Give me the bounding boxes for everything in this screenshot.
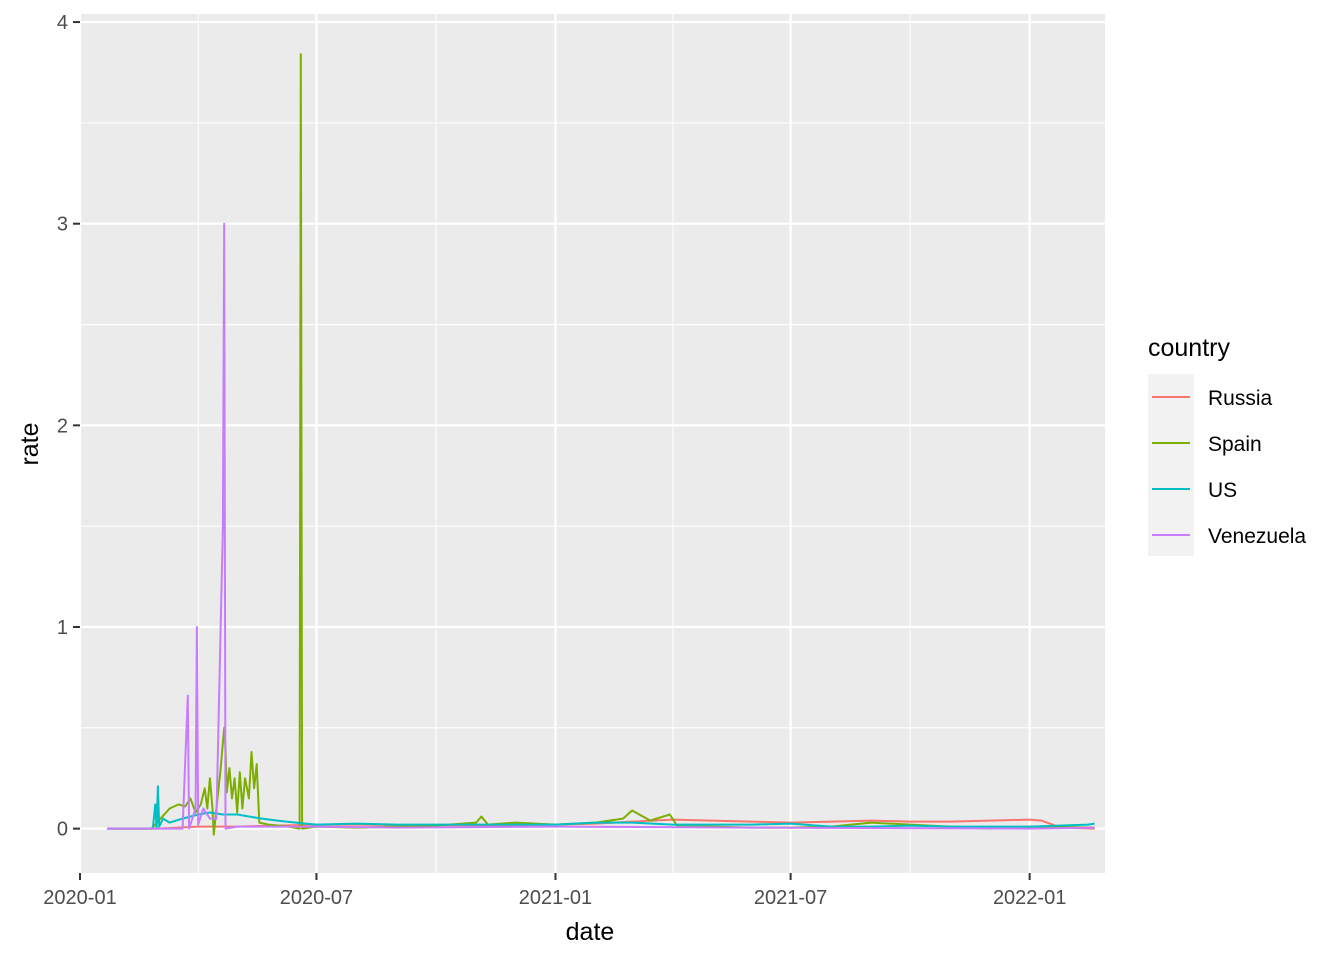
y-tick-label: 0 — [57, 819, 68, 841]
legend-key-background — [1148, 374, 1194, 556]
x-tick-label: 2021-01 — [519, 887, 592, 909]
x-tick-label: 2020-07 — [280, 887, 353, 909]
series-lines — [107, 53, 1095, 836]
legend-label-russia: Russia — [1208, 387, 1273, 410]
series-line-us — [107, 785, 1095, 830]
x-tick-label: 2022-01 — [993, 887, 1066, 909]
legend-label-us: US — [1208, 479, 1237, 502]
legend-label-spain: Spain — [1208, 433, 1262, 456]
series-line-venezuela — [107, 222, 1095, 830]
y-tick-label: 4 — [57, 12, 68, 34]
legend-title: country — [1148, 334, 1230, 362]
legend: country Russia Spain US Venezuela — [1148, 334, 1306, 556]
x-tick-label: 2020-01 — [43, 887, 116, 909]
legend-label-venezuela: Venezuela — [1208, 525, 1306, 548]
y-tick-labels: 0 1 2 3 4 — [57, 12, 68, 841]
y-tick-label: 1 — [57, 617, 68, 639]
y-tick-label: 3 — [57, 214, 68, 236]
x-axis-title: date — [566, 918, 615, 946]
panel-background — [80, 14, 1105, 873]
axis-ticks — [73, 21, 1031, 880]
minor-gridlines — [80, 14, 1105, 873]
y-tick-label: 2 — [57, 415, 68, 437]
x-tick-labels: 2020-01 2020-07 2021-01 2021-07 2022-01 — [43, 887, 1066, 909]
y-axis-title: rate — [16, 422, 44, 465]
x-tick-label: 2021-07 — [754, 887, 827, 909]
